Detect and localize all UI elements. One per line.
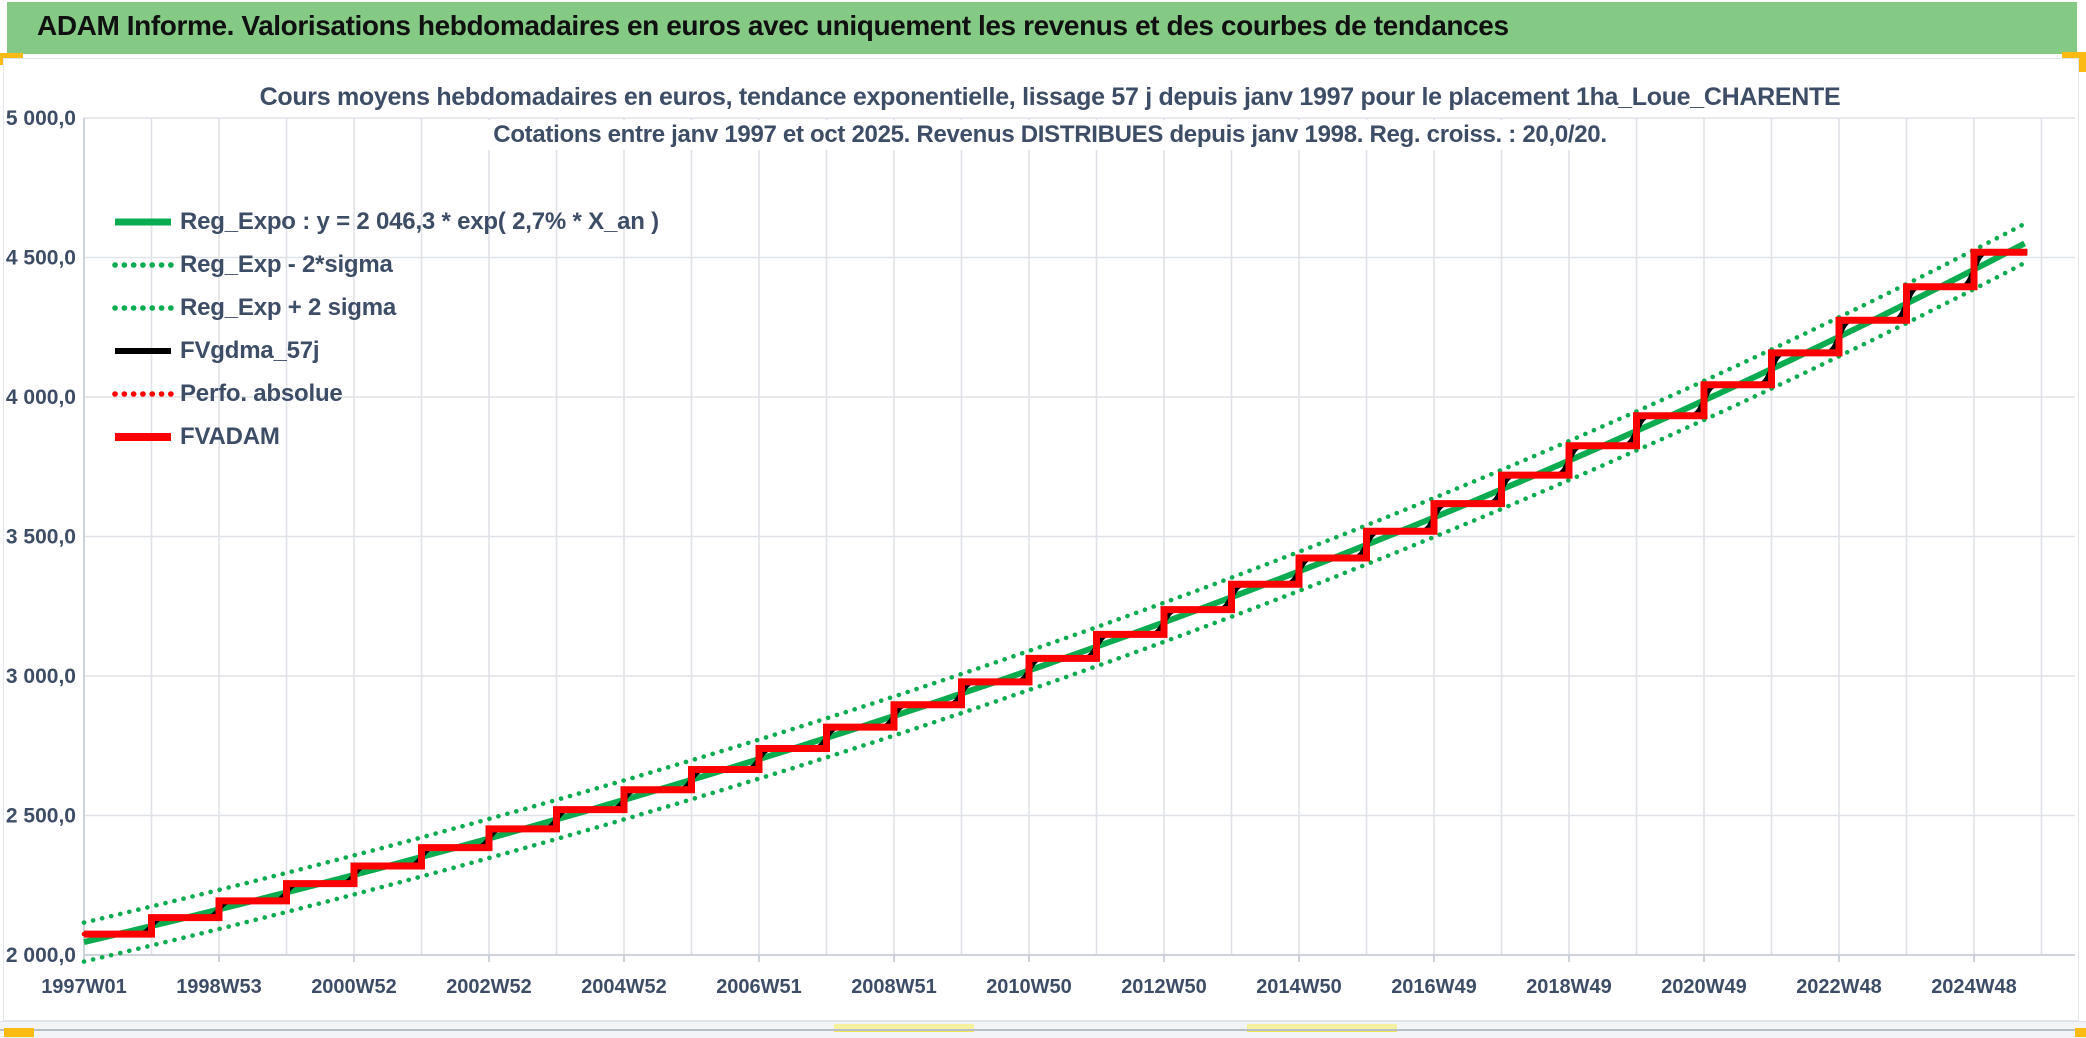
- bottom-highlight-strip-2: [1247, 1024, 1397, 1032]
- svg-text:3 000,0: 3 000,0: [6, 665, 76, 688]
- svg-text:2 000,0: 2 000,0: [6, 944, 76, 967]
- svg-text:3 500,0: 3 500,0: [6, 526, 76, 549]
- chart-title-line2: Cotations entre janv 1997 et oct 2025. R…: [481, 120, 1619, 150]
- legend-label: FVgdma_57j: [180, 336, 320, 364]
- legend-label: Reg_Exp + 2 sigma: [180, 293, 397, 321]
- svg-text:5 000,0: 5 000,0: [6, 107, 76, 130]
- header-title: ADAM Informe. Valorisations hebdomadaire…: [37, 10, 1509, 41]
- legend-item-fvadam[interactable]: FVADAM: [112, 415, 659, 458]
- series-fvadam: [84, 248, 2028, 938]
- svg-text:2012W50: 2012W50: [1121, 976, 1207, 998]
- legend-item-reg-expo-y-2-046-3-exp-2-7-x-an-[interactable]: Reg_Expo : y = 2 046,3 * exp( 2,7% * X_a…: [112, 200, 659, 243]
- axes: [83, 118, 2075, 962]
- svg-text:2014W50: 2014W50: [1256, 976, 1342, 998]
- svg-text:2010W50: 2010W50: [986, 976, 1072, 998]
- bottom-left-accent: [4, 1028, 34, 1037]
- series-reg-exp-2-sigma: [81, 260, 2027, 964]
- legend-line-swatch-icon: [112, 390, 174, 397]
- bottom-right-accent: [2075, 1028, 2086, 1037]
- legend-item-reg-exp-2-sigma[interactable]: Reg_Exp - 2*sigma: [112, 243, 659, 286]
- legend-label: FVADAM: [180, 422, 280, 450]
- svg-text:2 500,0: 2 500,0: [6, 805, 76, 828]
- svg-text:2020W49: 2020W49: [1661, 976, 1747, 998]
- chart-title-line1: Cours moyens hebdomadaires en euros, ten…: [247, 82, 1853, 113]
- svg-text:2018W49: 2018W49: [1526, 976, 1612, 998]
- header-bar: ADAM Informe. Valorisations hebdomadaire…: [7, 2, 2077, 54]
- legend-line-swatch-icon: [115, 432, 171, 441]
- svg-text:1997W01: 1997W01: [41, 976, 127, 998]
- legend-label: Perfo. absolue: [180, 379, 343, 407]
- series-lines: [81, 221, 2030, 964]
- y-axis-labels: 5 000,0 4 500,0 4 000,0 3 500,0 3 000,0 2 500…: [6, 107, 76, 967]
- svg-text:4 000,0: 4 000,0: [6, 386, 76, 409]
- legend-item-fvgdma-57j[interactable]: FVgdma_57j: [112, 329, 659, 372]
- bottom-highlight-strip-1: [834, 1024, 974, 1032]
- top-right-accent-vertical: [2079, 52, 2086, 72]
- legend-item-perfo-absolue[interactable]: Perfo. absolue: [112, 372, 659, 415]
- bottom-divider: [0, 1029, 2086, 1031]
- chart-canvas[interactable]: [3, 58, 2079, 1021]
- series-reg-exp-2-sigma: [81, 221, 2027, 925]
- svg-text:2000W52: 2000W52: [311, 976, 397, 998]
- legend-line-swatch-icon: [115, 347, 171, 354]
- svg-text:2002W52: 2002W52: [446, 976, 532, 998]
- svg-text:1998W53: 1998W53: [176, 976, 262, 998]
- svg-text:4 500,0: 4 500,0: [6, 247, 76, 270]
- svg-text:2006W51: 2006W51: [716, 976, 802, 998]
- x-axis-labels: 1997W01 1998W53 2000W52 2002W52 2004W52 2006W…: [41, 976, 2017, 998]
- svg-text:2024W48: 2024W48: [1931, 976, 2017, 998]
- legend-label: Reg_Exp - 2*sigma: [180, 250, 393, 278]
- chart-legend: Reg_Expo : y = 2 046,3 * exp( 2,7% * X_a…: [112, 200, 659, 458]
- svg-text:2022W48: 2022W48: [1796, 976, 1882, 998]
- legend-line-swatch-icon: [112, 304, 174, 311]
- chart-title: Cours moyens hebdomadaires en euros, ten…: [210, 82, 1890, 150]
- legend-label: Reg_Expo : y = 2 046,3 * exp( 2,7% * X_a…: [180, 207, 659, 235]
- top-right-accent: [2062, 52, 2086, 63]
- legend-line-swatch-icon: [115, 218, 171, 225]
- svg-text:2008W51: 2008W51: [851, 976, 937, 998]
- legend-line-swatch-icon: [112, 261, 174, 268]
- legend-item-reg-exp-2-sigma[interactable]: Reg_Exp + 2 sigma: [112, 286, 659, 329]
- svg-text:2016W49: 2016W49: [1391, 976, 1477, 998]
- svg-text:2004W52: 2004W52: [581, 976, 667, 998]
